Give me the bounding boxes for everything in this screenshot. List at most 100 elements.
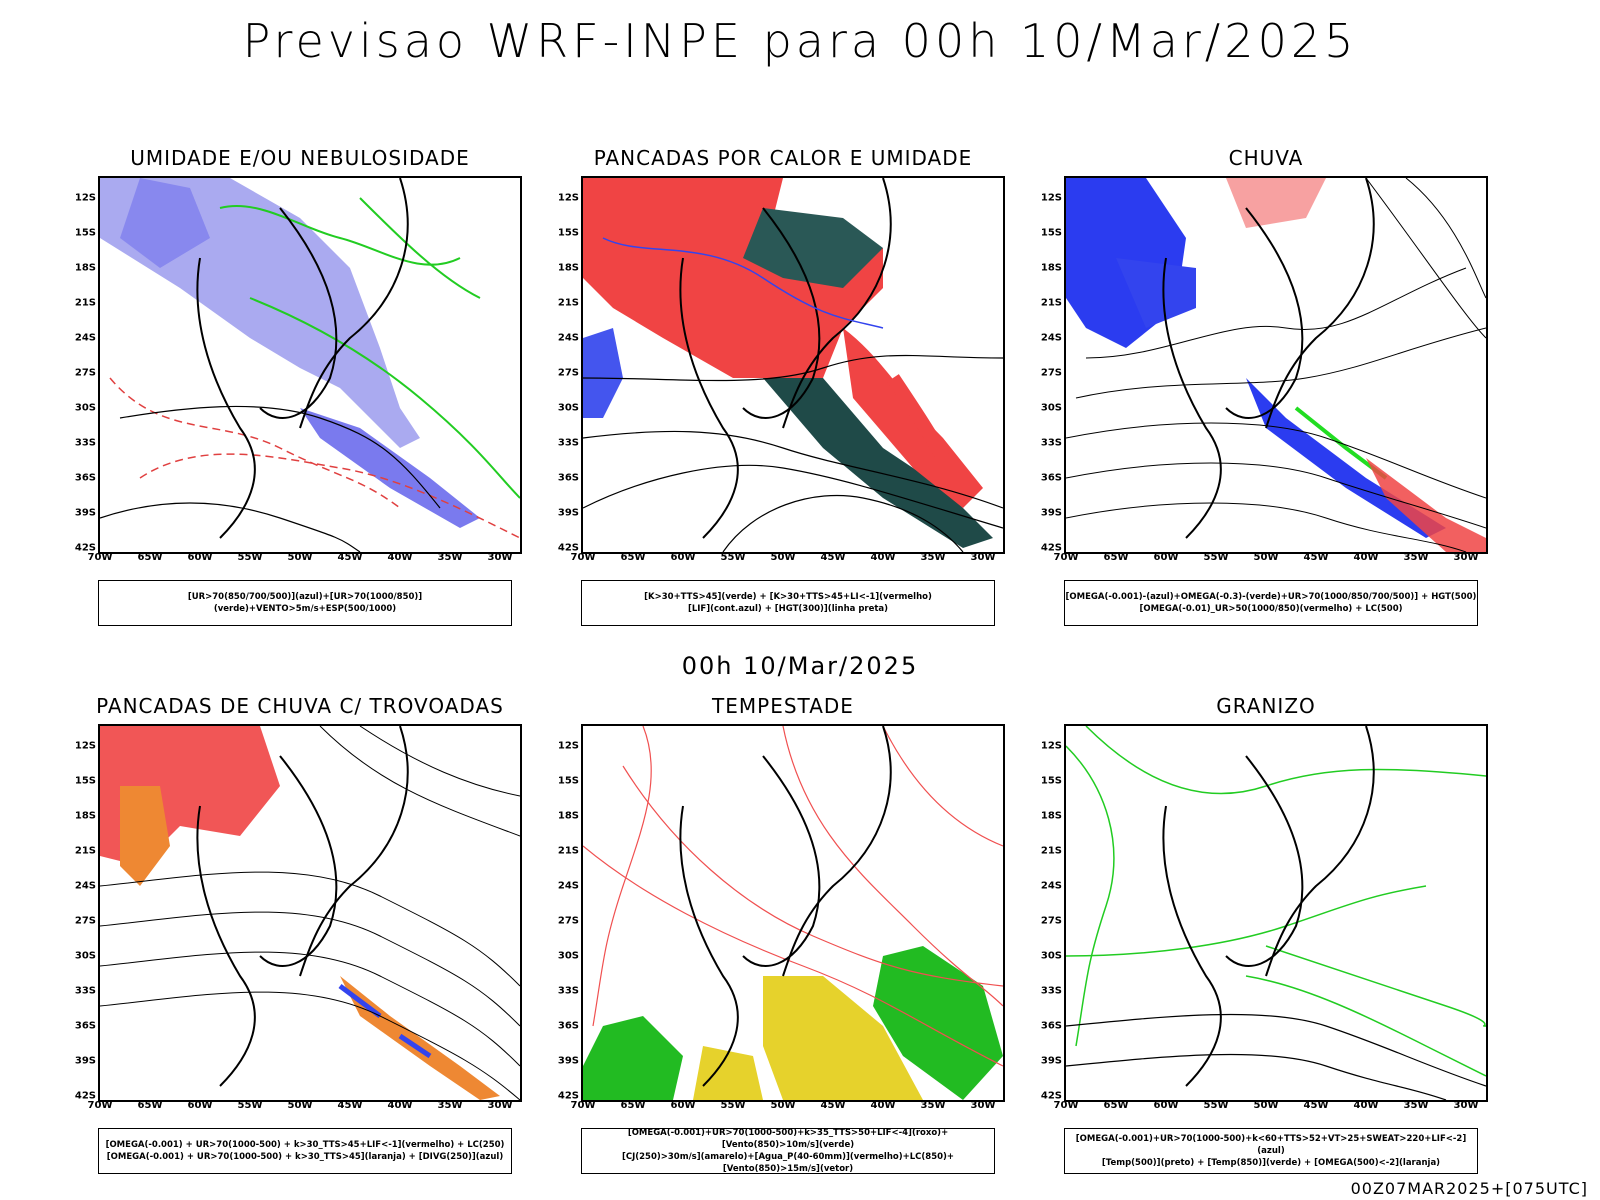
lat-tick-label: 21S (74, 845, 96, 857)
panel-chuva: CHUVA 12S 15S 18S 21S 24S 27S 30S 33S 36S 39S 42S … (1026, 146, 1506, 626)
lon-tick-label: 40W (1353, 552, 1379, 563)
main-title: Previsao WRF-INPE para 00h 10/Mar/2025 (242, 14, 1358, 68)
lat-tick-label: 18S (557, 262, 579, 274)
panel-legend: [UR>70(850/700/500)](azul)+[UR>70(1000/8… (98, 580, 512, 626)
lon-tick-label: 60W (1153, 552, 1179, 563)
lon-tick-label: 50W (1253, 1100, 1279, 1111)
lon-tick-label: 60W (670, 552, 696, 563)
lon-tick-label: 50W (770, 1100, 796, 1111)
lon-tick-label: 30W (970, 1100, 996, 1111)
lat-tick-label: 24S (1040, 332, 1062, 344)
lat-tick-label: 21S (557, 297, 579, 309)
lat-tick-label: 18S (74, 810, 96, 822)
lat-tick-label: 12S (1040, 740, 1062, 752)
map-umidade (98, 176, 522, 554)
lon-axis: 70W 65W 60W 55W 50W 45W 40W 35W 30W (88, 1100, 522, 1114)
lat-tick-label: 33S (557, 437, 579, 449)
lon-tick-label: 55W (720, 1100, 746, 1111)
lat-tick-label: 21S (1040, 297, 1062, 309)
lat-tick-label: 33S (1040, 437, 1062, 449)
lon-tick-label: 30W (487, 1100, 513, 1111)
lat-tick-label: 33S (74, 437, 96, 449)
lon-tick-label: 45W (820, 1100, 846, 1111)
lat-tick-label: 24S (74, 880, 96, 892)
lon-tick-label: 65W (1103, 1100, 1129, 1111)
lon-tick-label: 35W (920, 552, 946, 563)
lat-tick-label: 42S (557, 542, 579, 554)
lon-axis: 70W 65W 60W 55W 50W 45W 40W 35W 30W (571, 552, 1005, 566)
lat-tick-label: 24S (557, 880, 579, 892)
panel-umidade: UMIDADE E/OU NEBULOSIDADE 12S 15S 18S 21S 24… (60, 146, 540, 626)
mid-title: 00h 10/Mar/2025 (681, 652, 919, 680)
lat-tick-label: 36S (557, 472, 579, 484)
lon-tick-label: 40W (387, 552, 413, 563)
lat-tick-label: 42S (74, 542, 96, 554)
lat-tick-label: 27S (1040, 915, 1062, 927)
panel-granizo: GRANIZO 12S 15S 18S 21S 24S 27S 30S 33S 36S 39S 42… (1026, 694, 1506, 1174)
panel-legend: [K>30+TTS>45](verde) + [K>30+TTS>45+LI<-… (581, 580, 995, 626)
lat-tick-label: 42S (74, 1090, 96, 1102)
panel-title: GRANIZO (1216, 694, 1316, 718)
lon-tick-label: 55W (1203, 552, 1229, 563)
lon-tick-label: 35W (920, 1100, 946, 1111)
lon-tick-label: 60W (1153, 1100, 1179, 1111)
lat-tick-label: 42S (557, 1090, 579, 1102)
lat-tick-label: 36S (74, 1020, 96, 1032)
panel-title: TEMPESTADE (712, 694, 854, 718)
lat-tick-label: 18S (74, 262, 96, 274)
lat-tick-label: 39S (1040, 1055, 1062, 1067)
lon-tick-label: 65W (137, 1100, 163, 1111)
lat-tick-label: 36S (557, 1020, 579, 1032)
lon-tick-label: 55W (720, 552, 746, 563)
lon-tick-label: 30W (487, 552, 513, 563)
lon-tick-label: 40W (1353, 1100, 1379, 1111)
panel-legend: [OMEGA(-0.001)+UR>70(1000-500)+k>35_TTS>… (581, 1128, 995, 1174)
panel-title: PANCADAS POR CALOR E UMIDADE (593, 146, 973, 170)
lat-tick-label: 39S (74, 1055, 96, 1067)
lat-tick-label: 33S (1040, 985, 1062, 997)
lat-tick-label: 24S (1040, 880, 1062, 892)
lon-tick-label: 40W (870, 552, 896, 563)
lon-tick-label: 50W (770, 552, 796, 563)
lat-axis: 12S 15S 18S 21S 24S 27S 30S 33S 36S 39S 42S (1026, 176, 1062, 554)
lat-tick-label: 36S (74, 472, 96, 484)
lat-tick-label: 27S (1040, 367, 1062, 379)
lat-tick-label: 24S (557, 332, 579, 344)
legend-line-1: [OMEGA(-0.001) + UR>70(1000-500) + k>30_… (105, 1140, 505, 1150)
lat-tick-label: 27S (74, 915, 96, 927)
lat-tick-label: 30S (557, 950, 579, 962)
panel-legend: [OMEGA(-0.001)+UR>70(1000-500)+k<60+TTS>… (1064, 1128, 1478, 1174)
lon-tick-label: 70W (87, 1100, 113, 1111)
lat-tick-label: 39S (74, 507, 96, 519)
lat-tick-label: 42S (1040, 542, 1062, 554)
lat-axis: 12S 15S 18S 21S 24S 27S 30S 33S 36S 39S 42S (543, 176, 579, 554)
footer-run-info: 00Z07MAR2025+[075UTC] (1350, 1179, 1588, 1198)
map-granizo (1064, 724, 1488, 1102)
lat-tick-label: 15S (1040, 775, 1062, 787)
lon-tick-label: 45W (337, 552, 363, 563)
panel-tempestade: TEMPESTADE 12S 15S 18S 21S 24S 27S 30S 33S 36S 39… (543, 694, 1023, 1174)
map-chuva (1064, 176, 1488, 554)
map-pancadas-trovoadas (98, 724, 522, 1102)
lat-tick-label: 18S (557, 810, 579, 822)
lat-axis: 12S 15S 18S 21S 24S 27S 30S 33S 36S 39S 42S (543, 724, 579, 1102)
lat-tick-label: 21S (1040, 845, 1062, 857)
lon-tick-label: 45W (820, 552, 846, 563)
lon-tick-label: 55W (1203, 1100, 1229, 1111)
lon-tick-label: 70W (570, 552, 596, 563)
lat-tick-label: 39S (557, 1055, 579, 1067)
lon-tick-label: 35W (437, 552, 463, 563)
lon-tick-label: 35W (1403, 1100, 1429, 1111)
lon-tick-label: 65W (1103, 552, 1129, 563)
legend-line-1: [OMEGA(-0.001)-(azul)+OMEGA(-0.3)-(verde… (1065, 592, 1477, 602)
lat-tick-label: 15S (1040, 227, 1062, 239)
lat-tick-label: 21S (74, 297, 96, 309)
legend-line-2: [LIF](cont.azul) + [HGT(300)](linha pret… (687, 604, 889, 614)
lat-tick-label: 30S (74, 402, 96, 414)
lon-tick-label: 70W (570, 1100, 596, 1111)
lat-axis: 12S 15S 18S 21S 24S 27S 30S 33S 36S 39S 42S (60, 724, 96, 1102)
lat-tick-label: 15S (74, 775, 96, 787)
map-pancadas-calor (581, 176, 1005, 554)
lon-tick-label: 45W (337, 1100, 363, 1111)
legend-line-2: [OMEGA(-0.01)_UR>50(1000/850)(vermelho) … (1139, 604, 1403, 614)
